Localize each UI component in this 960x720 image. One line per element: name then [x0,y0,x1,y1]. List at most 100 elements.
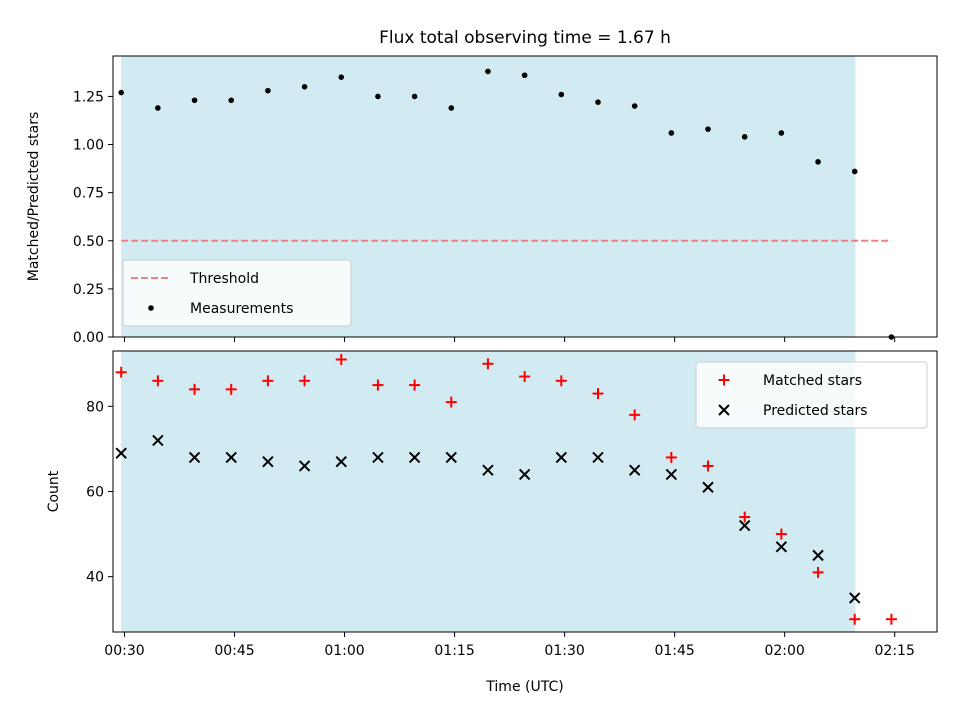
measurement-point [375,93,381,100]
predicted-star-point [738,519,751,532]
plot-frame [112,350,938,633]
measurement-point [631,103,638,109]
matched-star-point [629,409,641,421]
legend-label: Predicted stars [763,403,868,419]
predicted-star-point [298,460,311,472]
y-tick-label: 80 [86,399,104,415]
legend-label: Threshold [189,271,259,287]
predicted-star-point [665,468,678,481]
matched-star-point [482,358,494,370]
measurement-point [191,97,198,104]
matched-star-point [372,379,384,391]
predicted-star-point [445,451,457,464]
matched-star-point [445,396,457,408]
y-tick-label: 0.75 [73,186,104,202]
measurement-point [851,168,858,175]
matched-star-point [299,375,311,387]
matched-star-point [519,371,531,383]
predicted-star-point [408,451,421,464]
legend-measurement-swatch [148,305,154,311]
matched-star-point [335,354,347,366]
legend-predicted-swatch [718,404,730,416]
predicted-star-point [372,451,384,464]
predicted-star-point [555,451,568,464]
matched-star-point [812,566,824,578]
measurement-point [778,130,785,136]
measurement-point [411,93,418,100]
y-tick-label: 60 [86,485,104,501]
legend: Matched stars Predicted stars [695,361,928,429]
measurement-point [448,105,455,111]
y-tick-label: 0.00 [73,330,104,346]
predicted-star-point [518,468,531,481]
measurement-point [815,159,821,165]
legend-box [122,259,352,327]
measurement-point [595,99,601,105]
predicted-star-point [702,481,714,493]
legend-label: Measurements [190,301,293,317]
measurement-point [228,97,235,104]
matched-star-point [225,383,237,395]
matched-star-point [152,375,164,387]
legend-box [695,361,928,429]
matched-star-point [262,375,274,387]
predicted-star-point [152,434,164,447]
predicted-star-point [225,451,237,464]
predicted-star-point [775,541,788,553]
x-tick-label: 01:00 [324,643,364,659]
predicted-star-point [335,455,347,468]
y-tick-label: 40 [86,570,104,586]
matched-star-point [849,613,861,625]
x-tick-label: 02:15 [875,643,915,659]
y-tick-label: 0.50 [73,234,104,250]
measurement-point [118,89,124,96]
matched-star-point [592,388,604,400]
y-axis-label: Matched/Predicted stars [26,112,42,282]
x-tick-label: 00:45 [214,643,254,659]
legend-label: Matched stars [763,373,862,389]
x-tick-label: 01:30 [544,643,584,659]
matched-star-point [115,366,127,378]
y-tick-label: 0.25 [73,282,104,298]
predicted-star-point [262,455,274,468]
matched-star-point [665,451,677,463]
measurement-point [705,126,711,132]
measurement-point [521,72,528,79]
measurement-point [668,130,675,136]
matched-star-point [409,379,421,391]
measurement-point [155,105,161,111]
matched-star-point [885,613,897,625]
x-axis-label: Time (UTC) [485,679,563,695]
measurement-point [301,83,308,90]
predicted-star-point [628,464,641,476]
predicted-star-point [115,447,127,459]
measurement-point [265,87,271,94]
y-tick-label: 1.25 [73,89,104,105]
predicted-star-point [849,592,861,604]
x-tick-label: 01:15 [434,643,474,659]
predicted-star-point [482,464,494,476]
matched-star-point [189,383,201,395]
y-axis-label: Count [46,470,62,512]
predicted-star-point [188,451,201,464]
chart-title: Flux total observing time = 1.67 h [379,28,671,48]
measurement-point [558,91,565,98]
matched-star-point [775,528,787,540]
y-tick-label: 1.00 [73,138,104,154]
predicted-star-point [812,549,824,562]
x-tick-label: 02:00 [764,643,804,659]
plot-frame [112,55,938,338]
legend: Threshold Measurements [122,259,352,327]
measurement-point [741,134,748,140]
count-panel: 00:30 00:45 01:00 01:15 01:30 01:45 02:00 02:15… [46,350,938,659]
matched-star-point [702,460,714,472]
matched-star-point [555,375,567,387]
ratio-panel: 0.00 0.25 0.50 0.75 1.00 1.25 Matched/Predicte… [26,55,938,346]
measurement-point [338,74,345,80]
x-tick-label: 01:45 [654,643,694,659]
matched-star-point [739,511,751,523]
x-tick-label: 00:30 [104,643,144,659]
predicted-star-point [592,451,604,464]
measurement-point [485,68,491,75]
